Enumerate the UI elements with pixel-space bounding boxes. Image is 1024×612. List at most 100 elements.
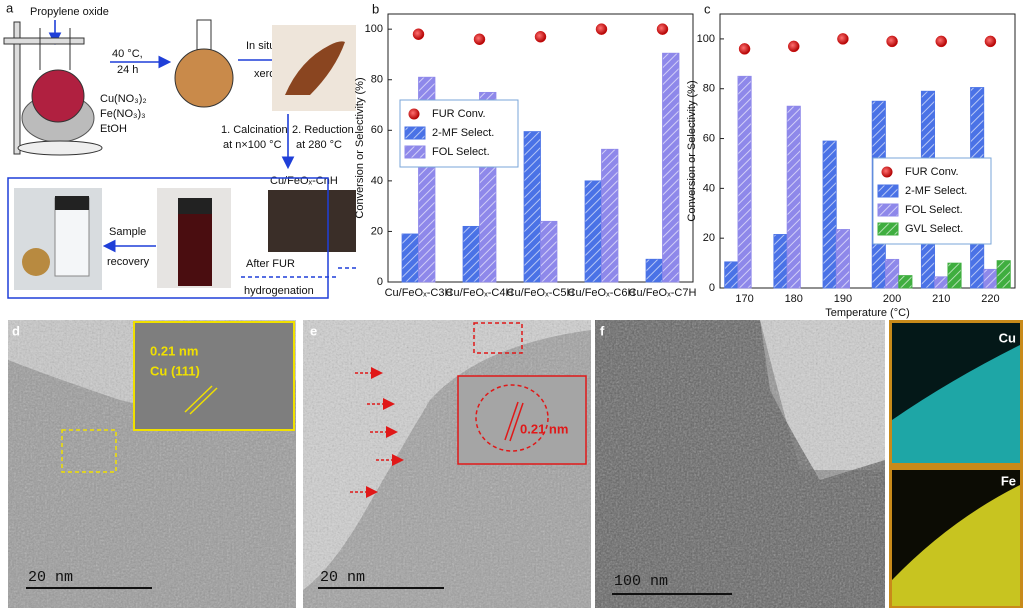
scale-label: 20 nm [320,569,365,586]
panel-label: a [6,0,14,15]
scatter-point [534,31,547,43]
cu-signal [892,345,1020,463]
scatter-point [595,23,608,35]
panel-label: b [372,1,379,16]
panel-label: c [704,1,711,16]
fe-signal [892,485,1020,606]
condition: 24 h [117,64,138,76]
bar [786,105,801,289]
precursor: EtOH [100,123,127,135]
scatter-point [656,23,669,35]
x-tick-label: 180 [785,293,803,305]
y-tick-label: 20 [703,232,715,244]
panel-f: f 100 nm Cu Fe [595,320,1023,608]
panel-d: 0.21 nm Cu (111) d 20 nm [8,320,296,608]
x-tick-label: Cu/FeOₓ-C5H [507,287,575,299]
panel-label: d [12,323,20,338]
condition: 40 °C, [112,48,143,60]
legend-marker [877,184,899,198]
legend-marker [404,126,426,140]
y-tick-label: 80 [371,74,383,86]
fringe [504,401,519,441]
texture [595,320,885,608]
bar [885,258,900,289]
x-tick-label: 200 [883,293,901,305]
bar [934,276,949,289]
recovery-box [7,177,329,299]
y-tick-label: 80 [703,83,715,95]
product-photo [268,190,356,252]
map-label: Cu [999,330,1016,345]
recovery-photo [14,188,102,290]
bar [822,140,837,289]
step-recovery: Sample [109,226,146,238]
step-calcination: at n×100 °C [223,139,282,151]
plot-frame [719,13,1016,289]
step-calcination: 1. Calcination [221,124,288,136]
legend-marker [404,145,426,159]
legend-label: FOL Select. [432,146,490,158]
scale-label: 100 nm [614,573,668,590]
fringe [509,402,524,442]
reagent: Propylene oxide [30,6,109,18]
bar [996,260,1011,289]
lattice-spacing: 0.21 nm [520,421,568,436]
x-axis-label: Temperature (°C) [825,307,909,319]
bar [645,258,663,283]
legend-marker [877,222,899,236]
bar [462,225,480,283]
bar [835,229,850,289]
scale-label: 20 nm [28,569,73,586]
y-tick-label: 100 [697,33,715,45]
bar [401,233,419,283]
precursor: Cu(NO₃)₂ [100,93,147,105]
flask [174,19,234,108]
legend-label: GVL Select. [905,223,963,235]
y-axis-label: Conversion or Selectivity (%) [354,77,366,218]
x-tick-label: Cu/FeOₓ-C4H [446,287,514,299]
particle-outline [475,384,549,452]
bar [947,262,962,289]
fringe [189,387,218,415]
bar [662,52,680,283]
step-reduction: 2. Reduction [292,124,354,136]
legend-marker [881,166,893,178]
y-tick-label: 100 [365,23,383,35]
scatter-point [473,33,486,46]
scatter-point [788,40,800,53]
legend-label: FUR Conv. [432,108,486,120]
reaction-photo [157,188,231,288]
y-tick-label: 40 [703,182,715,194]
precursor: Fe(NO₃)₃ [100,108,146,120]
x-tick-label: 220 [981,293,999,305]
bar [523,131,541,283]
bar [540,220,558,283]
legend-marker [877,203,899,217]
map-label: Fe [1001,473,1016,488]
bar [601,148,619,283]
y-tick-label: 40 [371,175,383,187]
x-tick-label: 210 [932,293,950,305]
scatter-point [935,35,947,48]
lattice-plane: Cu (111) [150,363,200,378]
legend-label: FUR Conv. [905,166,959,178]
scatter-point [837,33,849,45]
x-tick-label: Cu/FeOₓ-C3H [385,287,453,299]
x-tick-label: 190 [834,293,852,305]
bar [724,261,739,289]
y-tick-label: 60 [371,124,383,136]
step-reduction: at 280 °C [296,139,342,151]
legend-marker [408,108,420,120]
bar [584,180,602,283]
fringe [184,385,213,413]
x-tick-label: Cu/FeOₓ-C6H [568,287,636,299]
legend-label: 2-MF Select. [905,185,967,197]
zoom-box [61,429,117,473]
step-reaction: hydrogenation [244,285,314,297]
zoom-box [473,322,523,354]
x-tick-label: Cu/FeOₓ-C7H [629,287,697,299]
scatter-point [886,35,898,48]
xerogel-photo [272,25,356,111]
lattice-spacing: 0.21 nm [150,343,198,358]
y-tick-label: 0 [377,276,383,288]
